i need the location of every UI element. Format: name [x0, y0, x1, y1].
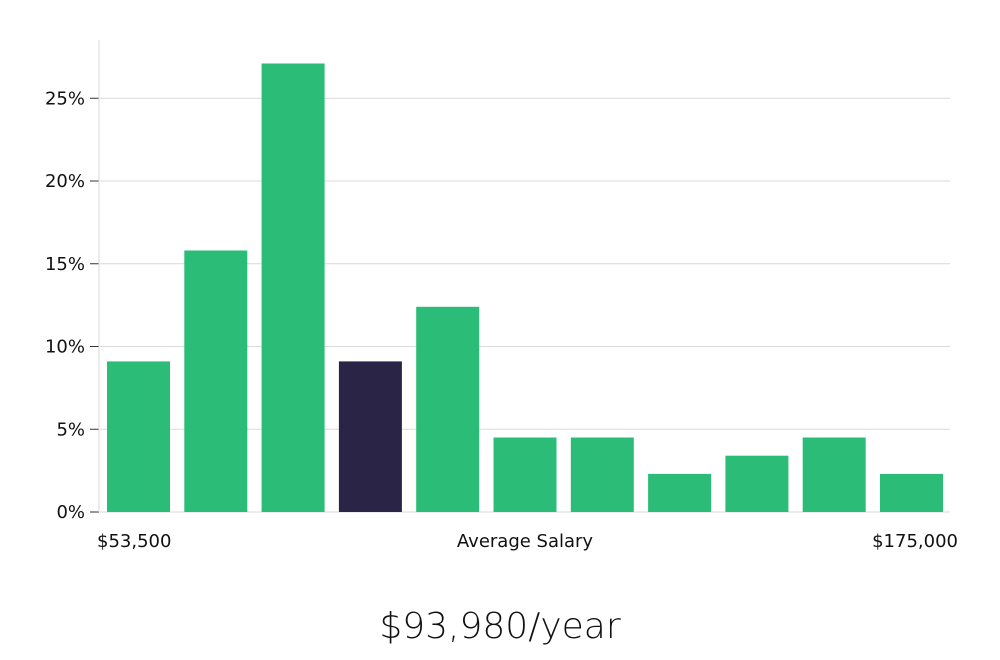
y-tick-label: 20% — [45, 171, 85, 192]
y-tick-label: 10% — [45, 337, 85, 358]
bar — [416, 306, 480, 512]
y-tick-label: 0% — [56, 502, 85, 523]
bar — [802, 437, 866, 512]
average-salary-value: $93,980/year — [379, 606, 621, 647]
y-tick-label: 25% — [45, 88, 85, 109]
bar — [570, 437, 634, 512]
y-axis-ticks: 0% 5% 10% 15% 20% 25% — [45, 88, 99, 523]
bar — [184, 250, 248, 512]
y-tick-label: 5% — [56, 419, 85, 440]
y-tick-label: 15% — [45, 254, 85, 275]
bar-highlighted — [338, 361, 402, 512]
bar — [880, 473, 943, 512]
bar — [648, 473, 712, 512]
bar — [725, 455, 789, 512]
bar — [107, 361, 170, 512]
bar — [261, 63, 325, 512]
x-axis-end-label: $175,000 — [872, 531, 958, 552]
bars — [107, 63, 943, 512]
bar — [493, 437, 557, 512]
x-axis-title: Average Salary — [457, 531, 594, 552]
x-axis-start-label: $53,500 — [97, 531, 171, 552]
